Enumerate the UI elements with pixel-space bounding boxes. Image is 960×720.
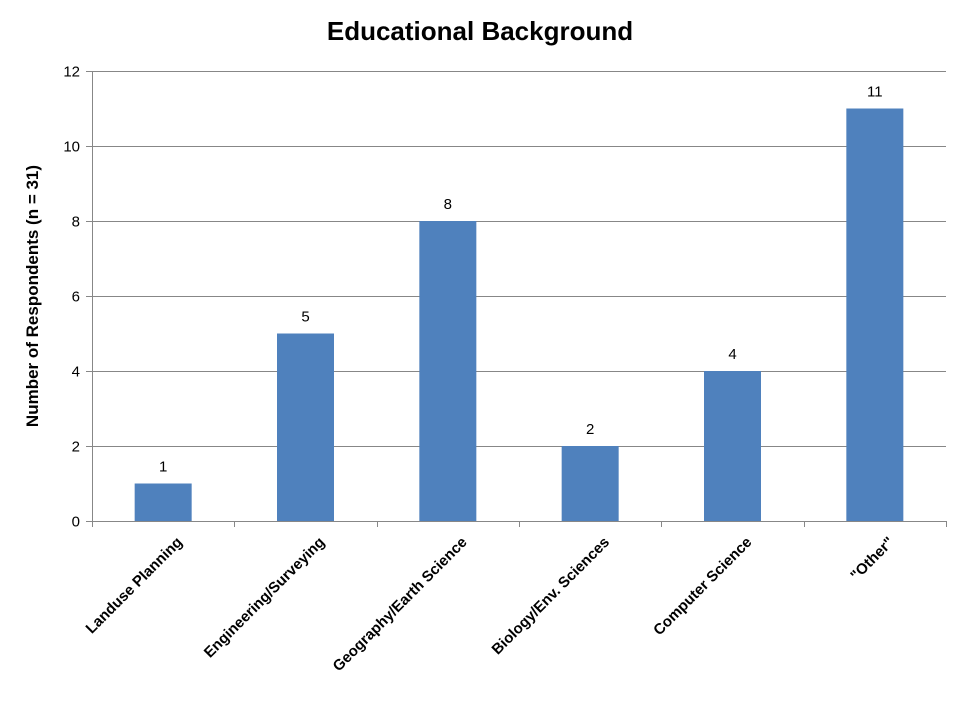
data-label: 5 bbox=[301, 309, 309, 326]
data-label: 1 bbox=[159, 459, 167, 476]
y-tick-label: 12 bbox=[63, 64, 80, 81]
x-tick-label: Biology/Env. Sciences bbox=[489, 534, 613, 658]
gridlines bbox=[92, 71, 946, 447]
y-tick-label: 4 bbox=[72, 364, 80, 381]
y-tick-label: 10 bbox=[63, 139, 80, 156]
data-labels: 1 5 8 2 4 11 bbox=[159, 84, 883, 476]
bar bbox=[561, 446, 619, 521]
data-label: 4 bbox=[728, 346, 736, 363]
data-label: 8 bbox=[444, 196, 452, 213]
x-tick-label: "Other" bbox=[847, 534, 897, 584]
bars bbox=[134, 108, 904, 521]
data-label: 11 bbox=[867, 84, 883, 101]
x-tick-label: Landuse Planning bbox=[83, 534, 186, 637]
bar bbox=[704, 371, 761, 521]
y-axis-label: Number of Respondents (n = 31) bbox=[23, 165, 42, 427]
y-tick-label: 2 bbox=[72, 439, 80, 456]
x-tick-label: Engineering/Surveying bbox=[201, 534, 329, 662]
y-tick-label: 0 bbox=[72, 514, 80, 531]
bar bbox=[277, 333, 334, 521]
y-tick-labels: 0 2 4 6 8 10 12 bbox=[63, 64, 80, 531]
x-tick-label: Geography/Earth Science bbox=[330, 534, 471, 675]
axes bbox=[86, 71, 947, 527]
bar bbox=[846, 108, 904, 521]
y-tick-label: 6 bbox=[72, 289, 80, 306]
y-tick-label: 8 bbox=[72, 214, 80, 231]
data-label: 2 bbox=[586, 421, 594, 438]
x-tick-labels: Landuse Planning Engineering/Surveying Geo… bbox=[83, 534, 898, 675]
bar bbox=[134, 483, 192, 521]
bar bbox=[419, 221, 477, 521]
chart-title: Educational Background bbox=[327, 16, 633, 46]
x-tick-label: Computer Science bbox=[650, 534, 755, 639]
